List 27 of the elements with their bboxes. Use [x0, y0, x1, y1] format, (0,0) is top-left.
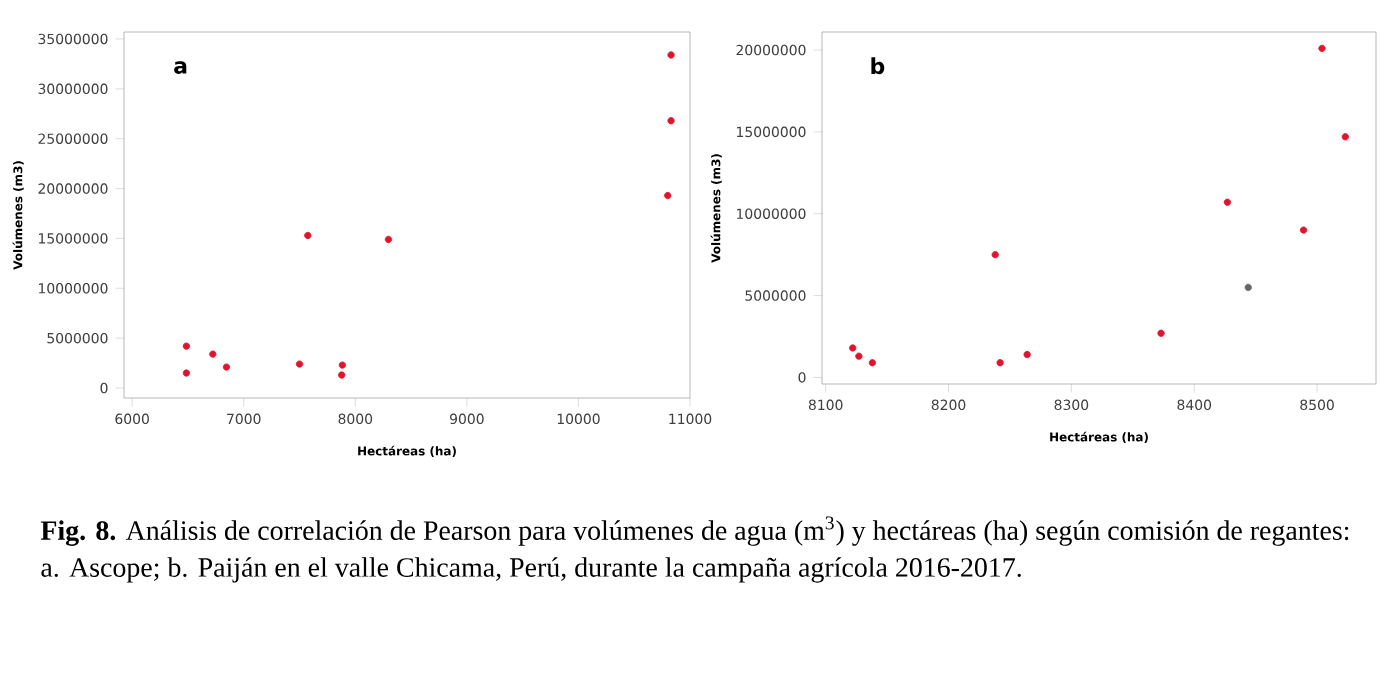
point — [222, 363, 231, 371]
point — [1244, 283, 1252, 291]
text: b — [871, 57, 885, 75]
point — [996, 359, 1004, 367]
point — [1157, 329, 1165, 337]
point — [338, 371, 346, 379]
point — [338, 361, 346, 369]
point — [1318, 44, 1326, 52]
point — [1023, 350, 1031, 359]
point — [868, 359, 876, 367]
point — [182, 369, 190, 377]
point — [1299, 226, 1308, 234]
point — [849, 344, 857, 352]
point — [991, 251, 999, 259]
point — [855, 352, 863, 360]
point — [667, 117, 675, 125]
point — [209, 350, 217, 358]
point — [304, 231, 312, 240]
point — [664, 191, 672, 200]
point — [1341, 133, 1349, 141]
point — [1223, 198, 1231, 206]
text: Fig. 8. Análisis de correlación de Pearson para volúmenes de agua (m$^{3}$) y hectáreas (ha) según comisión de regantes: a. Ascope; b. Paiján en el valle Chicama, Perú, durante la campaña agrícola 2016-2017. — [40, 516, 1349, 583]
point — [384, 235, 393, 244]
point — [295, 360, 304, 368]
point — [182, 342, 190, 350]
point — [667, 51, 675, 59]
text: a — [174, 61, 187, 74]
